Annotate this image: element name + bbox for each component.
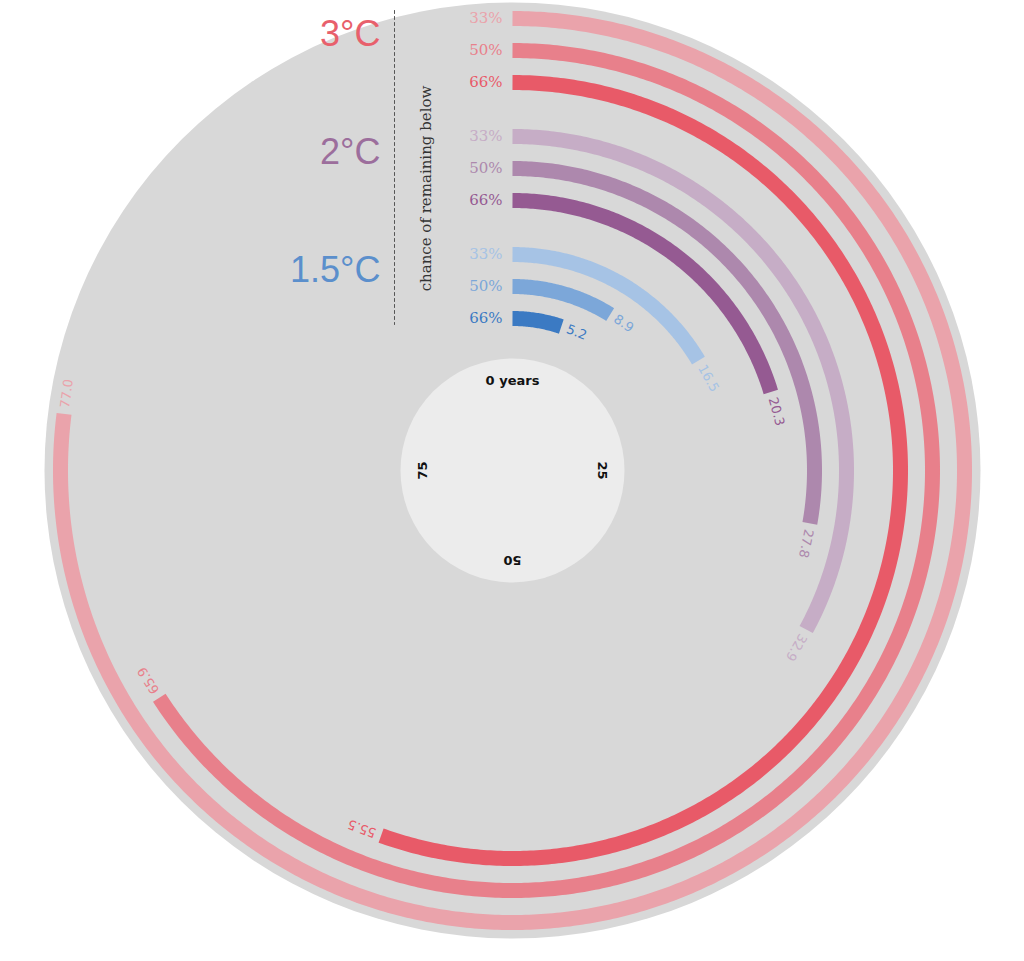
svg-text:77.0: 77.0 <box>57 378 76 409</box>
svg-text:66%: 66% <box>469 309 502 327</box>
svg-text:16.5: 16.5 <box>695 362 722 395</box>
svg-text:65.9: 65.9 <box>134 664 162 697</box>
svg-text:1.5°C: 1.5°C <box>290 249 380 290</box>
svg-text:20.3: 20.3 <box>766 396 788 428</box>
svg-text:50%: 50% <box>469 41 502 59</box>
svg-text:chance of remaining below: chance of remaining below <box>417 85 435 291</box>
svg-text:2°C: 2°C <box>320 131 380 172</box>
svg-text:55.5: 55.5 <box>346 817 378 841</box>
svg-text:66%: 66% <box>469 191 502 209</box>
svg-text:33%: 33% <box>469 127 502 145</box>
svg-text:0 years: 0 years <box>486 373 540 388</box>
svg-text:8.9: 8.9 <box>611 311 637 335</box>
svg-text:50%: 50% <box>469 159 502 177</box>
svg-text:33%: 33% <box>469 9 502 27</box>
svg-text:33%: 33% <box>469 245 502 263</box>
svg-text:66%: 66% <box>469 73 502 91</box>
svg-text:32.9: 32.9 <box>783 631 810 664</box>
svg-text:50%: 50% <box>469 277 502 295</box>
svg-text:3°C: 3°C <box>320 13 380 54</box>
svg-text:75: 75 <box>415 461 430 479</box>
svg-text:50: 50 <box>503 553 521 568</box>
svg-text:5.2: 5.2 <box>564 321 589 342</box>
svg-text:25: 25 <box>595 461 610 479</box>
svg-text:27.8: 27.8 <box>796 528 816 559</box>
